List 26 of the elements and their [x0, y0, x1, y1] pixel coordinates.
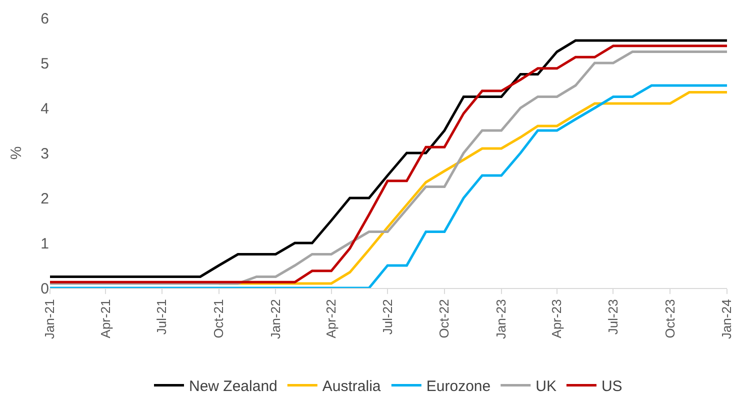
y-tick-label: 1 [40, 235, 49, 252]
x-tick-label: Jan-22 [268, 299, 283, 339]
y-tick-label: 0 [40, 280, 49, 298]
x-tick-label: Oct-23 [662, 299, 678, 338]
legend-label: New Zealand [189, 378, 278, 396]
y-tick-label: 5 [40, 55, 49, 72]
y-tick-label: 2 [40, 190, 49, 208]
legend-label: UK [536, 378, 556, 396]
x-tick-label: Jul-22 [380, 299, 395, 335]
y-tick-label: 6 [40, 10, 49, 28]
legend-label: Australia [322, 378, 382, 396]
x-tick-label: Apr-21 [98, 299, 113, 338]
x-tick-label: Jul-21 [154, 299, 170, 335]
legend-label: US [601, 378, 622, 396]
x-tick-label: Jul-23 [605, 299, 620, 335]
x-tick-label: Oct-21 [211, 299, 226, 338]
x-tick-label: Jan-23 [494, 299, 509, 339]
x-tick-label: Oct-22 [436, 299, 452, 338]
x-tick-label: Apr-23 [549, 299, 564, 338]
x-tick-label: Jan-24 [719, 299, 734, 339]
y-tick-label: 3 [40, 145, 49, 162]
x-tick-label: Jan-21 [42, 299, 58, 339]
y-tick-label: 4 [40, 100, 49, 118]
y-axis-title: % [8, 146, 25, 160]
x-tick-label: Apr-22 [324, 299, 339, 338]
legend-label: Eurozone [426, 378, 491, 396]
